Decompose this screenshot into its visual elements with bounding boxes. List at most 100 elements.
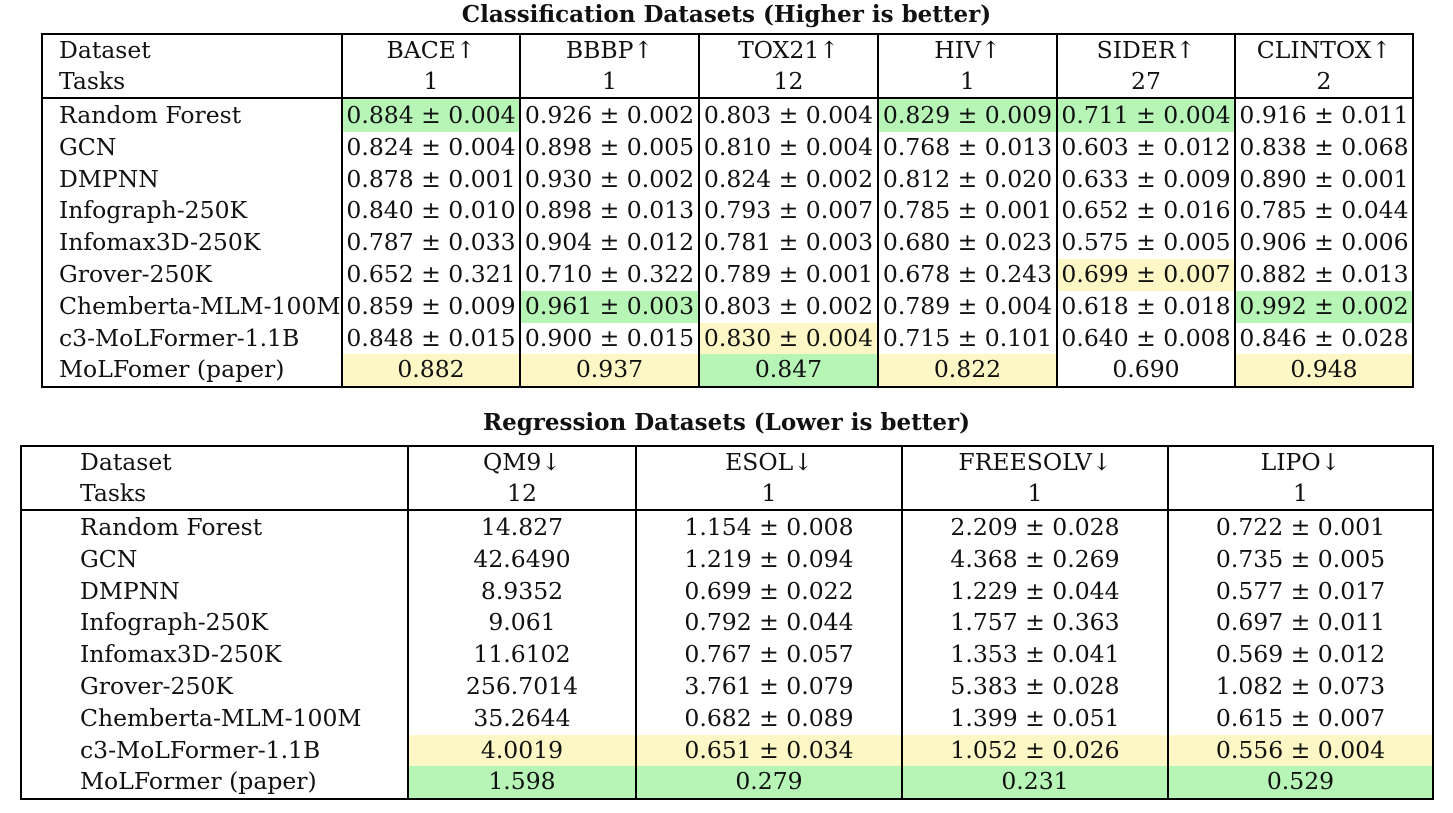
model-name: DMPNN xyxy=(59,164,159,193)
result-cell: 0.785 ± 0.001 xyxy=(877,195,1057,228)
result-cell: 0.882 ± 0.013 xyxy=(1234,258,1413,291)
result-cell: 0.812 ± 0.020 xyxy=(877,163,1057,196)
result-cell: 9.061 xyxy=(407,607,636,640)
result-cell: 0.529 xyxy=(1167,766,1433,800)
result-cell: 1.757 ± 0.363 xyxy=(901,607,1168,640)
header-row-dataset: Dataset QM9↓ ESOL↓ FREESOLV↓ LIPO↓ xyxy=(21,446,1433,478)
model-name: Random Forest xyxy=(59,101,242,129)
tasks-label: Tasks xyxy=(21,478,408,511)
table-row: Random Forest 0.884 ± 0.004 0.926 ± 0.002 0… xyxy=(42,98,1413,132)
result-cell: 1.219 ± 0.094 xyxy=(635,543,902,576)
column-dataset-name: BACE↑ xyxy=(341,34,520,66)
dataset-label: Dataset xyxy=(59,36,151,64)
result-cell: 35.2644 xyxy=(407,702,636,735)
table-row: c3-MoLFormer-1.1B 0.848 ± 0.015 0.900 ± 0.… xyxy=(42,322,1413,355)
result-cell: 0.838 ± 0.068 xyxy=(1234,131,1413,164)
result-cell: 8.9352 xyxy=(407,575,636,608)
result-cell: 0.690 xyxy=(1056,354,1235,388)
result-cell: 0.715 ± 0.101 xyxy=(877,322,1057,355)
table-row: GCN 0.824 ± 0.004 0.898 ± 0.005 0.810 ± 0.0… xyxy=(42,131,1413,164)
classification-body: Random Forest 0.884 ± 0.004 0.926 ± 0.002 0… xyxy=(42,98,1413,388)
column-task-count: 1 xyxy=(901,478,1168,511)
model-name: GCN xyxy=(59,132,117,161)
model-name: Chemberta-MLM-100M xyxy=(59,291,341,320)
column-dataset-name: LIPO↓ xyxy=(1167,446,1433,478)
result-cell: 0.803 ± 0.004 xyxy=(698,98,878,132)
result-cell: 4.368 ± 0.269 xyxy=(901,543,1168,576)
regression-caption: Regression Datasets (Lower is better) xyxy=(482,409,971,436)
result-cell: 0.961 ± 0.003 xyxy=(519,290,699,323)
model-name: MoLFomer (paper) xyxy=(59,355,285,384)
result-cell: 0.824 ± 0.004 xyxy=(341,131,520,164)
column-dataset-name: BBBP↑ xyxy=(519,34,699,66)
result-cell: 1.154 ± 0.008 xyxy=(635,510,902,544)
result-cell: 0.890 ± 0.001 xyxy=(1234,163,1413,196)
table-row: GCN 42.6490 1.219 ± 0.094 4.368 ± 0.269 0.73… xyxy=(21,543,1433,576)
regression-table: Dataset QM9↓ ESOL↓ FREESOLV↓ LIPO↓ Tasks 12 1 1 1… xyxy=(20,445,1434,801)
column-task-count: 1 xyxy=(341,66,520,99)
model-name: MoLFormer (paper) xyxy=(80,767,317,796)
result-cell: 1.399 ± 0.051 xyxy=(901,702,1168,735)
table-row: DMPNN 0.878 ± 0.001 0.930 ± 0.002 0.824 ± 0… xyxy=(42,163,1413,196)
result-cell: 0.722 ± 0.001 xyxy=(1167,510,1433,544)
result-cell: 0.711 ± 0.004 xyxy=(1056,98,1235,132)
result-cell: 0.710 ± 0.322 xyxy=(519,258,699,291)
result-cell: 0.937 xyxy=(519,354,699,388)
column-task-count: 27 xyxy=(1056,66,1235,99)
model-name: Infograph-250K xyxy=(59,196,248,225)
result-cell: 4.0019 xyxy=(407,734,636,767)
result-cell: 3.761 ± 0.079 xyxy=(635,670,902,703)
result-cell: 0.785 ± 0.044 xyxy=(1234,195,1413,228)
result-cell: 14.827 xyxy=(407,510,636,544)
model-name: Infomax3D-250K xyxy=(59,228,261,257)
result-cell: 11.6102 xyxy=(407,639,636,671)
result-cell: 0.878 ± 0.001 xyxy=(341,163,520,196)
column-task-count: 1 xyxy=(635,478,902,511)
model-name: c3-MoLFormer-1.1B xyxy=(80,735,321,764)
column-dataset-name: QM9↓ xyxy=(407,446,636,478)
dataset-label: Dataset xyxy=(80,448,172,476)
result-cell: 0.898 ± 0.013 xyxy=(519,195,699,228)
column-task-count: 2 xyxy=(1234,66,1413,99)
header-row-tasks: Tasks 12 1 1 1 xyxy=(21,478,1433,511)
model-name: DMPNN xyxy=(80,576,180,605)
model-name: Random Forest xyxy=(80,513,263,541)
result-cell: 0.633 ± 0.009 xyxy=(1056,163,1235,196)
result-cell: 0.699 ± 0.022 xyxy=(635,575,902,608)
table-row: MoLFormer (paper) 1.598 0.279 0.231 0.529 xyxy=(21,766,1433,800)
classification-caption: Classification Datasets (Higher is bette… xyxy=(461,1,992,28)
model-name: Grover-250K xyxy=(80,671,233,700)
column-dataset-name: TOX21↑ xyxy=(698,34,878,66)
result-cell: 0.992 ± 0.002 xyxy=(1234,290,1413,323)
table-row: c3-MoLFormer-1.1B 4.0019 0.651 ± 0.034 1.05… xyxy=(21,734,1433,767)
table-row: Grover-250K 256.7014 3.761 ± 0.079 5.383 ± … xyxy=(21,670,1433,703)
result-cell: 0.884 ± 0.004 xyxy=(341,98,520,132)
result-cell: 0.640 ± 0.008 xyxy=(1056,322,1235,355)
result-cell: 0.926 ± 0.002 xyxy=(519,98,699,132)
result-cell: 0.603 ± 0.012 xyxy=(1056,131,1235,164)
table-row: Grover-250K 0.652 ± 0.321 0.710 ± 0.322 0.7… xyxy=(42,258,1413,291)
result-cell: 0.930 ± 0.002 xyxy=(519,163,699,196)
result-cell: 0.575 ± 0.005 xyxy=(1056,227,1235,259)
header-row-dataset: Dataset BACE↑ BBBP↑ TOX21↑ HIV↑ SIDER↑ CLINTOX… xyxy=(42,34,1413,66)
result-cell: 0.824 ± 0.002 xyxy=(698,163,878,196)
column-task-count: 12 xyxy=(407,478,636,511)
result-cell: 0.916 ± 0.011 xyxy=(1234,98,1413,132)
result-cell: 0.615 ± 0.007 xyxy=(1167,702,1433,735)
result-cell: 0.279 xyxy=(635,766,902,800)
column-dataset-name: HIV↑ xyxy=(877,34,1057,66)
regression-body: Random Forest 14.827 1.154 ± 0.008 2.209 ± … xyxy=(21,510,1433,800)
result-cell: 1.052 ± 0.026 xyxy=(901,734,1168,767)
result-cell: 0.792 ± 0.044 xyxy=(635,607,902,640)
result-cell: 0.678 ± 0.243 xyxy=(877,258,1057,291)
result-cell: 0.898 ± 0.005 xyxy=(519,131,699,164)
result-cell: 0.810 ± 0.004 xyxy=(698,131,878,164)
result-cell: 0.882 xyxy=(341,354,520,388)
result-cell: 0.577 ± 0.017 xyxy=(1167,575,1433,608)
table-row: Infomax3D-250K 11.6102 0.767 ± 0.057 1.353 … xyxy=(21,639,1433,671)
table-row: Infograph-250K 9.061 0.792 ± 0.044 1.757 ± … xyxy=(21,607,1433,640)
result-cell: 0.846 ± 0.028 xyxy=(1234,322,1413,355)
result-cell: 0.231 xyxy=(901,766,1168,800)
result-cell: 1.353 ± 0.041 xyxy=(901,639,1168,671)
result-cell: 0.735 ± 0.005 xyxy=(1167,543,1433,576)
